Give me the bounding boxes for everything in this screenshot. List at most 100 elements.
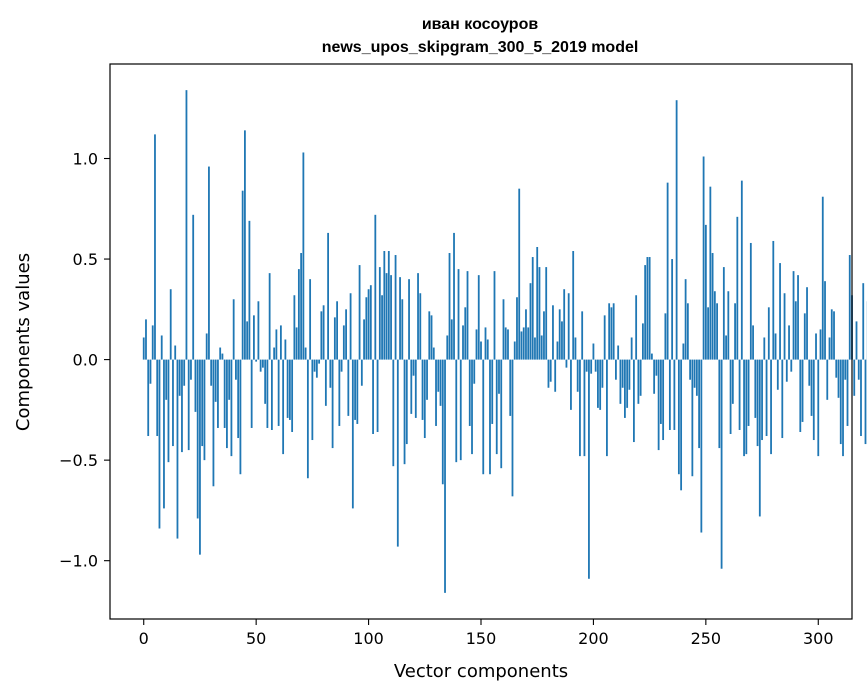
bar-component-22: [192, 214, 195, 360]
bar-component-11: [167, 359, 170, 463]
bar-component-163: [509, 359, 512, 416]
bar-component-301: [819, 329, 822, 360]
bar-component-311: [842, 359, 844, 457]
bar-component-200: [592, 343, 595, 360]
bar-component-167: [518, 188, 521, 360]
bar-component-94: [354, 359, 356, 420]
bar-component-159: [500, 359, 503, 469]
bar-component-296: [808, 359, 811, 386]
bar-component-247: [698, 359, 700, 449]
bar-component-146: [471, 359, 473, 455]
bar-component-245: [693, 359, 696, 388]
bar-component-314: [848, 255, 851, 360]
bar-component-204: [601, 359, 604, 388]
bar-component-172: [529, 283, 532, 360]
bar-component-73: [306, 359, 309, 479]
bar-component-115: [401, 299, 404, 360]
bar-component-215: [626, 359, 629, 408]
bar-component-243: [689, 359, 692, 380]
bar-component-270: [749, 242, 752, 360]
bar-component-68: [295, 327, 298, 360]
bar-component-272: [754, 359, 757, 418]
bar-component-202: [597, 359, 599, 408]
bar-component-127: [428, 311, 431, 360]
bar-component-3: [149, 359, 152, 384]
bar-component-144: [466, 271, 469, 360]
bar-component-223: [644, 265, 647, 360]
bar-component-102: [372, 359, 374, 434]
bar-component-227: [653, 359, 656, 394]
bar-component-176: [538, 267, 541, 360]
bar-component-263: [734, 303, 736, 360]
bar-component-138: [453, 232, 455, 360]
bar-component-86: [336, 301, 338, 360]
bar-component-193: [576, 359, 579, 392]
bar-component-140: [457, 269, 460, 360]
x-tick-label-50: 50: [246, 629, 266, 648]
bar-component-54: [264, 359, 267, 404]
bar-component-288: [790, 359, 793, 372]
bar-component-108: [385, 273, 388, 360]
bar-component-158: [498, 359, 500, 394]
bar-component-240: [682, 343, 685, 360]
bar-component-224: [646, 257, 649, 360]
bar-component-95: [356, 359, 359, 424]
y-tick-label-0: −1.0: [59, 552, 98, 571]
bar-component-46: [246, 321, 249, 360]
bar-component-231: [662, 359, 665, 441]
bar-component-313: [846, 359, 849, 426]
bar-component-310: [839, 359, 842, 445]
y-axis-ticks: −1.0 −0.5 0.0 0.5 1.0: [59, 150, 110, 571]
bar-component-41: [235, 359, 237, 380]
bar-component-48: [250, 359, 253, 428]
bar-component-308: [835, 359, 838, 378]
bar-component-199: [590, 359, 593, 374]
bar-component-7: [158, 359, 161, 529]
bar-component-297: [810, 359, 813, 416]
bar-component-255: [716, 303, 718, 360]
bar-component-133: [441, 359, 444, 485]
bar-component-287: [788, 325, 790, 360]
bar-component-57: [270, 359, 273, 430]
bar-component-305: [828, 337, 831, 360]
x-tick-label-250: 250: [691, 629, 722, 648]
bar-component-208: [610, 307, 613, 360]
bar-component-148: [475, 329, 478, 360]
bar-component-300: [817, 359, 820, 457]
bar-component-276: [763, 337, 766, 360]
bar-component-320: [862, 283, 865, 360]
bar-component-75: [311, 359, 314, 441]
bar-component-153: [486, 339, 489, 360]
bar-component-101: [369, 285, 372, 360]
bar-component-201: [594, 359, 597, 372]
bar-component-221: [639, 359, 642, 396]
bar-component-100: [367, 289, 370, 360]
bar-component-65: [288, 359, 291, 420]
bar-component-294: [803, 313, 806, 360]
bar-component-78: [318, 359, 321, 364]
bar-component-205: [603, 315, 606, 360]
bar-component-16: [178, 359, 181, 396]
bar-component-181: [549, 359, 552, 382]
bar-component-81: [324, 359, 327, 406]
bar-component-74: [309, 279, 312, 360]
bar-component-236: [673, 359, 676, 430]
bar-component-135: [446, 335, 449, 360]
bar-component-142: [462, 325, 464, 360]
bar-component-14: [174, 345, 177, 360]
bar-component-59: [275, 329, 278, 360]
bar-component-103: [374, 214, 377, 360]
bar-component-25: [199, 359, 201, 555]
bar-component-241: [684, 279, 687, 360]
bar-component-58: [273, 347, 276, 360]
bar-component-88: [340, 359, 343, 372]
bar-component-195: [581, 311, 584, 360]
bar-component-258: [722, 267, 725, 360]
bar-component-35: [221, 353, 224, 360]
bar-component-130: [435, 359, 437, 426]
bar-component-39: [230, 359, 233, 457]
bar-component-129: [432, 347, 435, 360]
bar-component-60: [277, 359, 280, 426]
bar-component-234: [668, 359, 671, 430]
